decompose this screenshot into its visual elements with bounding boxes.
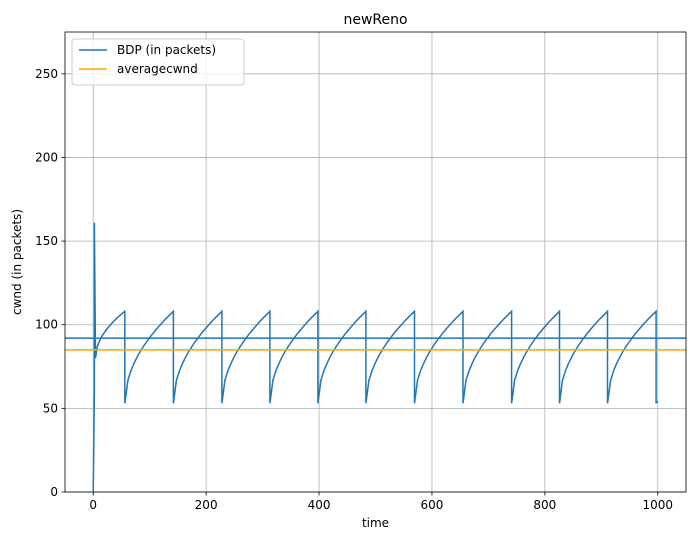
legend-label-bdp: BDP (in packets) (117, 43, 216, 57)
x-tick-label: 200 (195, 498, 218, 512)
y-tick-label: 100 (35, 318, 58, 332)
y-tick-label: 150 (35, 234, 58, 248)
x-axis-label: time (362, 516, 389, 530)
y-tick-label: 0 (50, 485, 58, 499)
x-tick-label: 800 (533, 498, 556, 512)
series-layer (65, 222, 686, 493)
grid (65, 32, 686, 493)
x-tick-label: 0 (89, 498, 97, 512)
x-tick-label: 400 (308, 498, 331, 512)
legend: BDP (in packets) averagecwnd (71, 38, 245, 86)
y-axis-label: cwnd (in packets) (10, 209, 24, 315)
ticks: 0 200 400 600 800 1000 0 50 100 150 200 250 (35, 67, 673, 512)
y-tick-label: 50 (43, 401, 58, 415)
chart-title: newReno (343, 12, 407, 28)
y-tick-label: 200 (35, 150, 58, 164)
x-tick-label: 600 (421, 498, 444, 512)
legend-label-averagecwnd: averagecwnd (117, 62, 198, 76)
legend-box (71, 38, 245, 86)
bdp-line (92, 222, 659, 493)
x-tick-label: 1000 (642, 498, 673, 512)
y-tick-label: 250 (35, 67, 58, 81)
plot-frame (64, 31, 687, 493)
